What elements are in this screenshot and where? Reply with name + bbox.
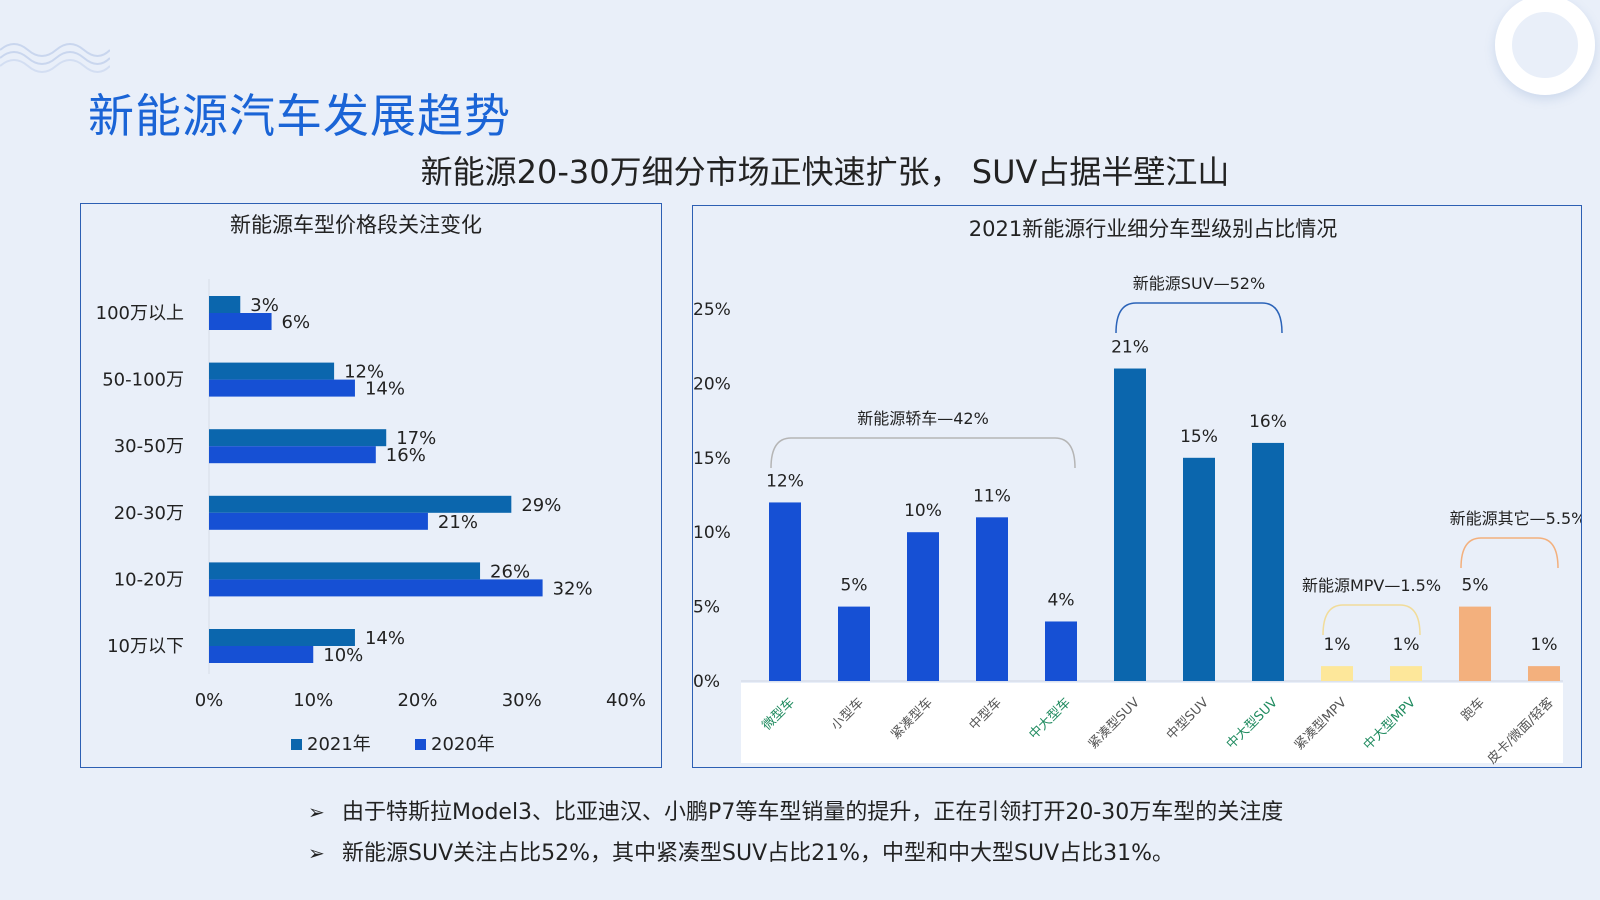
data-label: 6% <box>282 312 311 333</box>
x-tick-label: 10% <box>293 690 333 711</box>
legend-swatch <box>291 739 302 750</box>
bar <box>1459 606 1491 681</box>
legend-label: 2021年 <box>307 734 371 755</box>
data-label: 16% <box>386 445 426 466</box>
bullet-list: ➢ 由于特斯拉Model3、比亚迪汉、小鹏P7等车型销量的提升，正在引领打开20… <box>308 792 1283 874</box>
data-label: 5% <box>1462 576 1489 596</box>
bar-2021 <box>209 296 241 313</box>
data-label: 17% <box>396 428 436 449</box>
data-label: 5% <box>841 576 868 596</box>
bar <box>1390 666 1422 681</box>
x-tick-label: 20% <box>397 690 437 711</box>
group-bracket <box>1322 604 1421 636</box>
y-tick-label: 10% <box>693 523 731 543</box>
bar <box>838 606 870 681</box>
data-label: 32% <box>553 578 593 599</box>
bar <box>1114 368 1146 681</box>
bar-2021 <box>209 629 355 646</box>
bar <box>1183 457 1215 681</box>
data-label: 1% <box>1531 635 1558 655</box>
y-tick-label: 25% <box>693 300 731 320</box>
group-annotation: 新能源MPV—1.5% <box>1302 576 1441 595</box>
data-label: 29% <box>521 495 561 516</box>
category-label: 30-50万 <box>114 436 184 457</box>
data-label: 4% <box>1048 590 1075 610</box>
vehicle-class-chart-panel: 2021新能源行业细分车型级别占比情况 0% 5% 10% 15% 20% 25% 12% 微型… <box>692 205 1586 768</box>
bar-2020 <box>209 379 355 397</box>
group-annotation: 新能源SUV—52% <box>1133 274 1265 293</box>
bullet-arrow-icon: ➢ <box>308 841 325 865</box>
bar-2021 <box>209 429 387 447</box>
data-label: 14% <box>365 379 405 400</box>
data-label: 1% <box>1324 635 1351 655</box>
chart-title: 2021新能源行业细分车型级别占比情况 <box>969 217 1337 241</box>
bar-2021 <box>209 362 335 380</box>
bar <box>1528 666 1560 681</box>
data-label: 1% <box>1393 635 1420 655</box>
bar <box>976 517 1008 681</box>
data-label: 10% <box>323 645 363 666</box>
group-bracket <box>770 437 1076 469</box>
page-title: 新能源汽车发展趋势 <box>88 89 511 143</box>
category-label: 20-30万 <box>114 503 184 524</box>
decorative-ring <box>1495 0 1595 95</box>
bullet-arrow-icon: ➢ <box>308 800 325 824</box>
decorative-waves <box>0 43 110 73</box>
y-tick-label: 20% <box>693 374 731 394</box>
group-bracket <box>1115 302 1283 334</box>
data-label: 21% <box>1111 338 1149 358</box>
vehicle-class-chart: 2021新能源行业细分车型级别占比情况0%5%10%15%20%25%12%微型… <box>693 217 1586 767</box>
page-subtitle: 新能源20-30万细分市场正快速扩张， SUV占据半壁江山 <box>420 153 1230 191</box>
data-label: 15% <box>1180 427 1218 447</box>
data-label: 12% <box>766 471 804 491</box>
bar <box>769 502 801 681</box>
bullet-item: ➢ 新能源SUV关注占比52%，其中紧凑型SUV占比21%，中型和中大型SUV占… <box>308 833 1283 874</box>
bar <box>1252 442 1284 681</box>
category-label-band <box>741 683 1563 763</box>
legend-swatch <box>415 739 426 750</box>
bar-2020 <box>209 313 272 330</box>
y-tick-label: 0% <box>693 672 720 692</box>
price-segment-chart-panel: 新能源车型价格段关注变化 100万以上 3% 6% 50-100万 12% 14% 30-50… <box>80 203 662 768</box>
x-tick-label: 0% <box>195 690 224 711</box>
bar <box>1045 621 1077 681</box>
bar <box>907 532 939 681</box>
category-label: 10-20万 <box>114 569 184 590</box>
x-tick-label: 40% <box>606 690 646 711</box>
bar <box>1321 666 1353 681</box>
bullet-text: 新能源SUV关注占比52%，其中紧凑型SUV占比21%，中型和中大型SUV占比3… <box>342 841 1175 866</box>
bar-2020 <box>209 512 428 530</box>
group-annotation: 新能源轿车—42% <box>857 409 989 428</box>
bar-2020 <box>209 446 376 464</box>
bar-2020 <box>209 579 543 597</box>
category-label: 100万以上 <box>96 303 184 324</box>
category-label: 10万以下 <box>107 636 184 657</box>
y-tick-label: 15% <box>693 449 731 469</box>
data-label: 3% <box>250 295 279 316</box>
data-label: 11% <box>973 486 1011 506</box>
group-bracket <box>1460 537 1559 569</box>
data-label: 16% <box>1249 412 1287 432</box>
bar-2021 <box>209 562 481 580</box>
bullet-text: 由于特斯拉Model3、比亚迪汉、小鹏P7等车型销量的提升，正在引领打开20-3… <box>342 800 1284 825</box>
group-annotation: 新能源其它—5.5% <box>1450 509 1581 528</box>
chart-title: 新能源车型价格段关注变化 <box>230 213 482 237</box>
bar-2021 <box>209 495 512 513</box>
data-label: 12% <box>344 362 384 383</box>
bar-2020 <box>209 646 314 663</box>
data-label: 26% <box>490 561 530 582</box>
data-label: 10% <box>904 501 942 521</box>
y-tick-label: 5% <box>693 598 720 618</box>
bullet-item: ➢ 由于特斯拉Model3、比亚迪汉、小鹏P7等车型销量的提升，正在引领打开20… <box>308 792 1283 833</box>
legend-label: 2020年 <box>431 734 495 755</box>
data-label: 14% <box>365 628 405 649</box>
category-label: 50-100万 <box>102 370 184 391</box>
x-tick-label: 30% <box>502 690 542 711</box>
data-label: 21% <box>438 512 478 533</box>
